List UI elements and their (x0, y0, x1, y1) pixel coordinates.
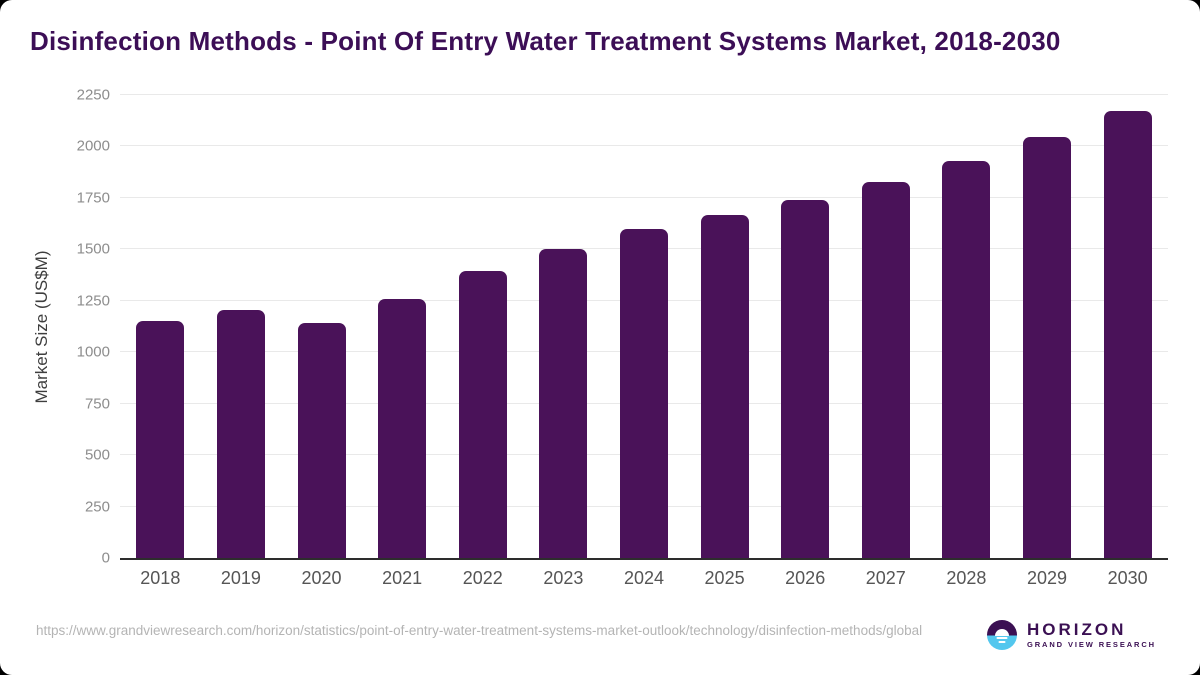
bar-slot (1007, 95, 1088, 558)
bar-2024 (619, 228, 668, 558)
y-axis-tick-label: 1500 (76, 240, 110, 258)
bar-slot (684, 95, 765, 558)
plot-area (120, 94, 1168, 560)
x-axis-tick-label: 2029 (1026, 568, 1068, 588)
x-axis-tick-labels: 2018 2019 2020 2021 2022 2023 2024 2025 2026 2027… (120, 568, 1168, 589)
logo-text: HORIZON GRAND VIEW RESEARCH (1027, 621, 1156, 649)
y-axis-tick-label: 1750 (76, 189, 110, 207)
x-axis-tick-label: 2023 (543, 568, 584, 588)
x-axis-tick-label: 2024 (623, 568, 664, 588)
y-axis-tick-label: 1000 (76, 343, 110, 361)
x-axis-tick-label: 2021 (382, 568, 423, 588)
bar-2030 (1103, 111, 1152, 558)
chart-title: Disinfection Methods - Point Of Entry Wa… (30, 26, 1061, 56)
sun-glyph (994, 628, 1009, 636)
bar-2025 (700, 215, 749, 558)
bar-slot (926, 95, 1007, 558)
bar-2023 (539, 249, 588, 558)
bar-slot (765, 95, 846, 558)
y-axis-tick-label: 500 (84, 446, 110, 464)
bar-slot (442, 95, 523, 558)
wave-glyph (998, 641, 1006, 644)
y-axis-tick-label: 2250 (76, 86, 110, 104)
x-axis-tick-label: 2026 (785, 568, 826, 588)
logo-subbrand: GRAND VIEW RESEARCH (1026, 640, 1156, 650)
y-axis-tick-labels: 0 250 500 750 1000 1250 1500 1750 2000 2250 (30, 87, 110, 567)
bar-2028 (942, 160, 991, 558)
source-url: https://www.grandviewresearch.com/horizo… (36, 623, 923, 638)
bar-2018 (136, 321, 185, 558)
bar-slot (523, 95, 604, 558)
horizon-sun-icon (986, 620, 1017, 650)
bar-2029 (1023, 137, 1071, 558)
bar-2026 (781, 199, 830, 558)
bar-2021 (378, 298, 427, 558)
horizon-logo: HORIZON GRAND VIEW RESEARCH (986, 620, 1156, 650)
x-axis-tick-label: 2018 (140, 568, 181, 588)
bar-slot (362, 95, 443, 558)
x-axis-tick-label: 2028 (946, 568, 987, 588)
bar-2020 (297, 323, 346, 558)
gridline (120, 145, 1168, 147)
y-axis-tick-label: 750 (84, 395, 110, 413)
gridline (120, 196, 1168, 198)
y-axis-tick-label: 250 (84, 498, 110, 516)
bar-2027 (861, 182, 910, 558)
bar-slot (604, 95, 685, 558)
bar-2022 (458, 270, 507, 558)
bar-slot (201, 95, 282, 558)
y-axis-tick-label: 2000 (76, 137, 110, 155)
x-axis-tick-label: 2030 (1107, 568, 1148, 588)
y-axis-tick-label: 0 (101, 549, 110, 567)
bar-slot (1087, 95, 1168, 558)
x-axis-tick-label: 2027 (865, 568, 906, 588)
bar-series (120, 95, 1168, 558)
x-axis-tick-label: 2025 (704, 568, 745, 588)
bar-slot (845, 95, 926, 558)
gridline (120, 94, 1168, 95)
y-axis-tick-label: 1250 (76, 292, 110, 310)
x-axis-tick-label: 2020 (301, 568, 342, 588)
bar-slot (281, 95, 362, 558)
logo-brand: HORIZON (1026, 620, 1127, 640)
wave-glyph (996, 637, 1008, 640)
bar-2019 (216, 310, 265, 558)
x-axis-tick-label: 2022 (462, 568, 503, 588)
x-axis-tick-label: 2019 (220, 568, 261, 588)
bar-slot (120, 95, 201, 558)
